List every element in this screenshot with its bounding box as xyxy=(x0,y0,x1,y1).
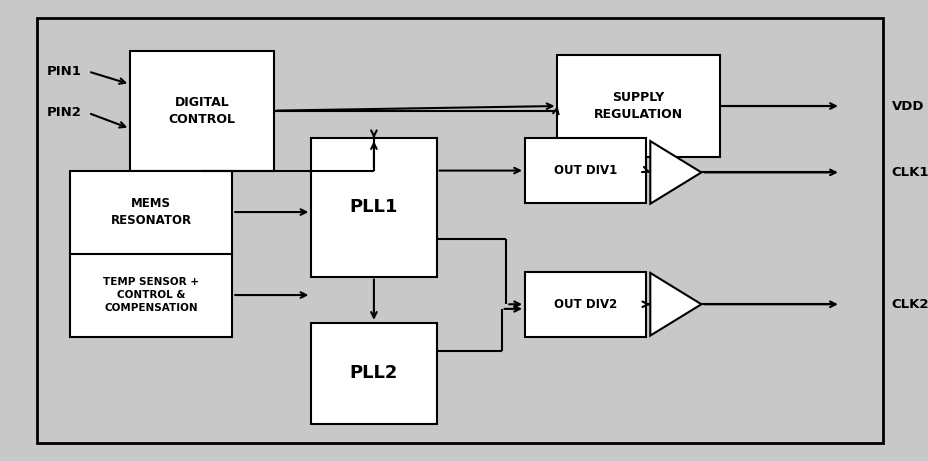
Text: PIN2: PIN2 xyxy=(46,106,82,119)
Bar xyxy=(557,55,719,157)
Bar xyxy=(524,138,645,203)
Text: CLK2: CLK2 xyxy=(891,298,928,311)
Polygon shape xyxy=(650,273,701,336)
Text: CLK1: CLK1 xyxy=(891,166,928,179)
Text: TEMP SENSOR +
CONTROL &
COMPENSATION: TEMP SENSOR + CONTROL & COMPENSATION xyxy=(103,277,199,313)
Bar xyxy=(524,272,645,337)
Bar xyxy=(311,323,436,424)
Polygon shape xyxy=(650,141,701,204)
Text: VDD: VDD xyxy=(891,100,923,112)
Bar xyxy=(70,171,232,337)
Text: OUT DIV1: OUT DIV1 xyxy=(553,164,616,177)
Text: OUT DIV2: OUT DIV2 xyxy=(553,298,616,311)
Text: PIN1: PIN1 xyxy=(46,65,82,78)
Text: DIGITAL
CONTROL: DIGITAL CONTROL xyxy=(168,95,236,126)
Bar xyxy=(311,138,436,277)
Text: PLL2: PLL2 xyxy=(349,364,398,383)
Bar xyxy=(130,51,274,171)
Text: MEMS
RESONATOR: MEMS RESONATOR xyxy=(110,197,191,227)
Text: PLL1: PLL1 xyxy=(349,198,398,217)
Text: SUPPLY
REGULATION: SUPPLY REGULATION xyxy=(594,91,682,121)
